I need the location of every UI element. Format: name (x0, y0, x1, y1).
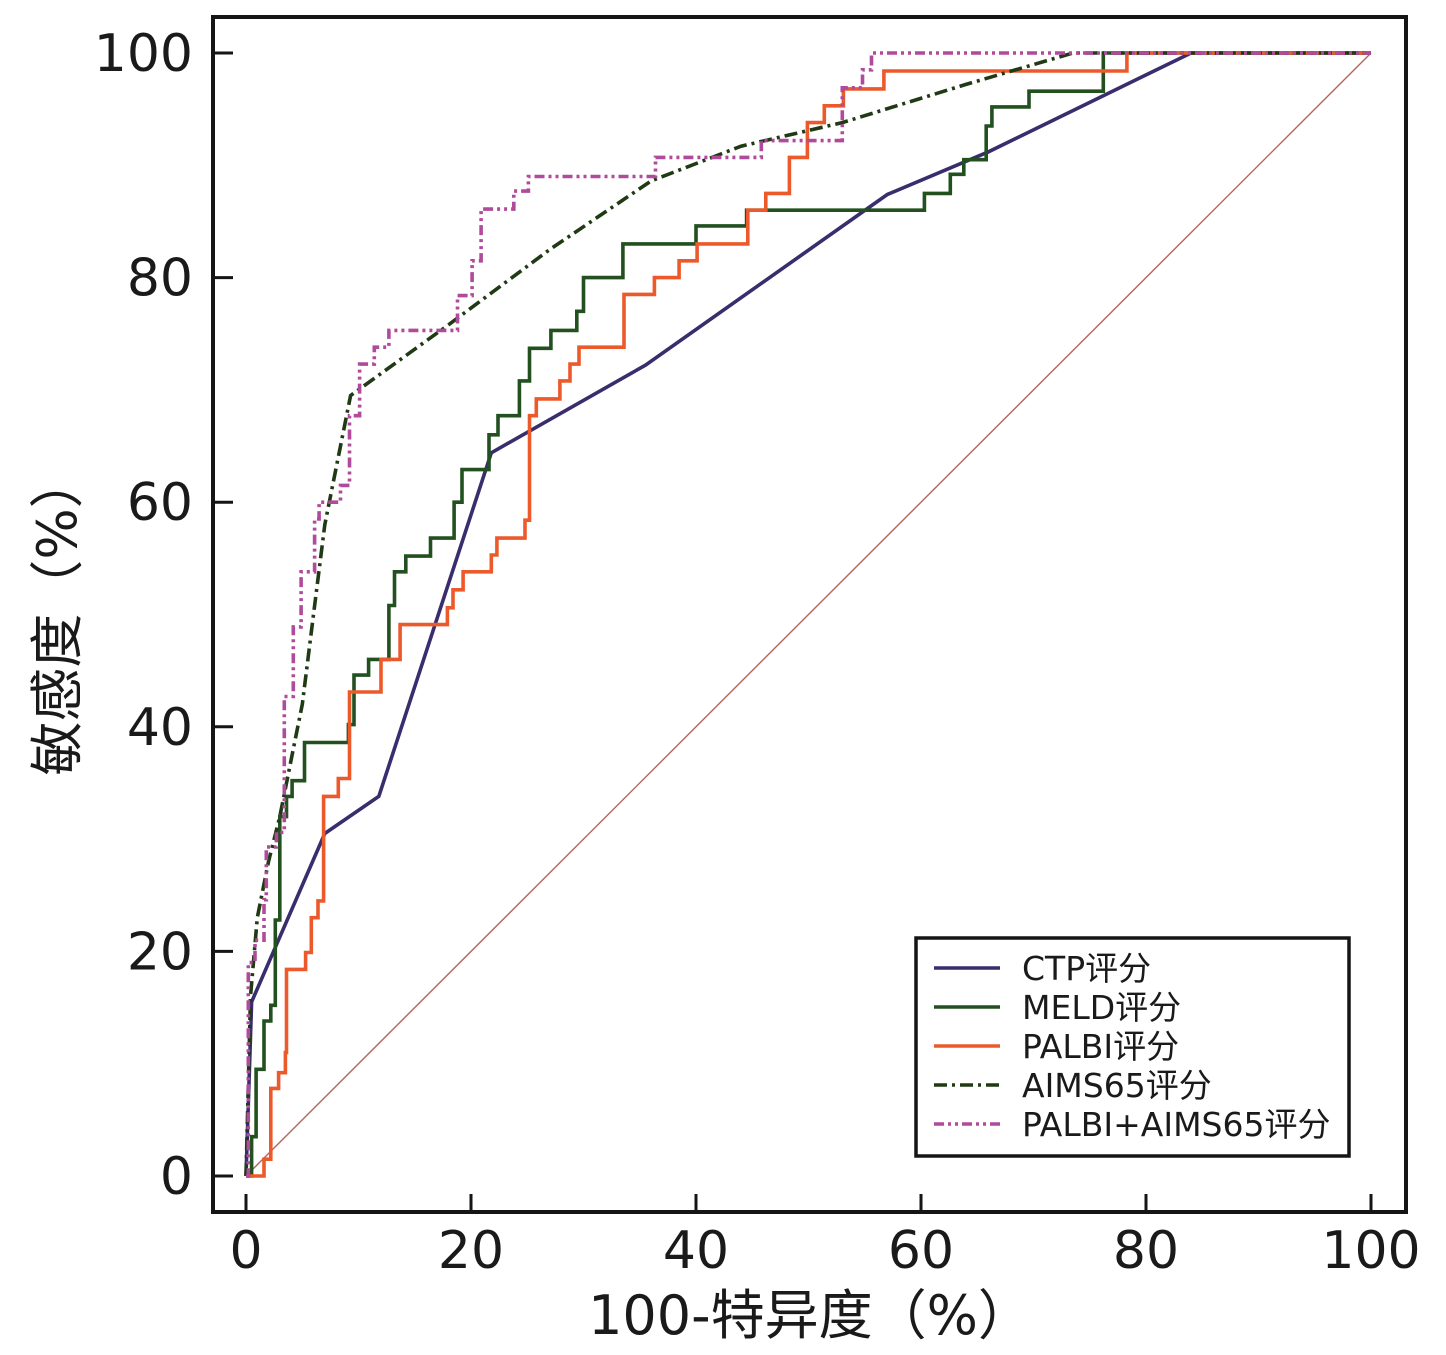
x-tick-label: 20 (438, 1221, 504, 1281)
legend-label-0: CTP评分 (1022, 949, 1151, 988)
y-tick-label: 0 (160, 1147, 193, 1207)
plot-frame (211, 15, 1408, 1214)
x-axis-title: 100-特异度（%） (588, 1284, 1032, 1347)
y-tick-label: 40 (127, 698, 193, 758)
legend-label-4: PALBI+AIMS65评分 (1022, 1105, 1331, 1144)
reference-diagonal (245, 52, 1372, 1177)
legend-label-1: MELD评分 (1022, 988, 1181, 1027)
series-line-0 (244, 51, 1371, 1177)
reference-layer (245, 52, 1372, 1177)
series-line-4 (246, 51, 1371, 1178)
series-line-1 (246, 51, 1371, 1178)
x-tick-label: 0 (229, 1221, 262, 1281)
series-line-2 (246, 51, 1371, 1178)
legend-label-2: PALBI评分 (1022, 1027, 1179, 1066)
x-tick-label: 40 (663, 1221, 729, 1281)
y-axis-title: 敏感度（%） (26, 454, 89, 775)
ticks-layer: 0 20 40 60 80 100 0 20 40 60 80 100 (94, 24, 1421, 1281)
y-tick-label: 80 (127, 249, 193, 309)
legend-label-3: AIMS65评分 (1022, 1066, 1212, 1105)
y-tick-label: 100 (94, 24, 193, 84)
x-tick-label: 80 (1113, 1221, 1179, 1281)
series-layer (244, 51, 1371, 1178)
x-tick-label: 100 (1321, 1221, 1420, 1281)
y-tick-label: 60 (127, 473, 193, 533)
x-tick-label: 60 (888, 1221, 954, 1281)
y-tick-label: 20 (127, 922, 193, 982)
series-line-3 (244, 51, 1371, 1177)
